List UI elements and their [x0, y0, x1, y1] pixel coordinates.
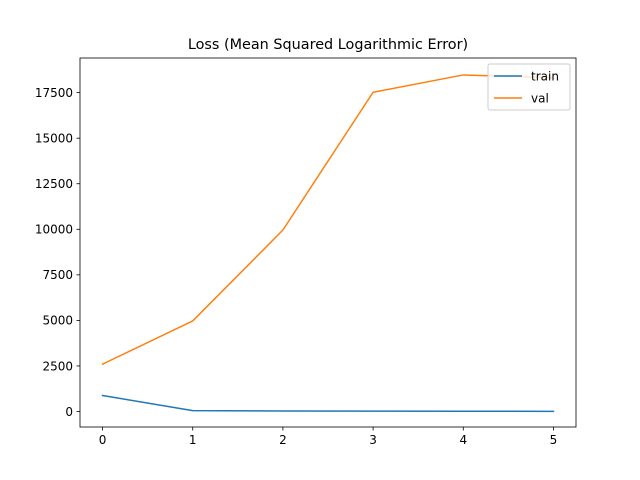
x-tick-label: 0	[99, 433, 107, 447]
axes-frame	[79, 57, 577, 428]
y-tick-label: 15000	[35, 131, 73, 145]
y-tick-label: 12500	[35, 177, 73, 191]
x-tick-label: 2	[279, 433, 287, 447]
legend-label-train: train	[531, 69, 559, 83]
axes-layer: 0 1 2 3 4 5 0 2500 5000 7500 10000 12500 15000 17500	[35, 57, 577, 447]
series-line-train	[101, 394, 555, 413]
y-tick-label: 0	[65, 405, 73, 419]
legend: train val	[487, 63, 571, 111]
y-tick-label: 5000	[42, 314, 73, 328]
y-tick-label: 10000	[35, 223, 73, 237]
series-layer	[101, 74, 555, 413]
x-tick-label: 4	[459, 433, 467, 447]
series-line-val	[101, 74, 555, 366]
y-tick-label: 7500	[42, 268, 73, 282]
chart-title: Loss (Mean Squared Logarithmic Error)	[188, 37, 468, 53]
y-tick-label: 2500	[42, 359, 73, 373]
x-tick-label: 1	[189, 433, 197, 447]
y-tick-label: 17500	[35, 86, 73, 100]
x-tick-label: 3	[369, 433, 377, 447]
x-tick-label: 5	[550, 433, 558, 447]
legend-label-val: val	[531, 91, 549, 105]
